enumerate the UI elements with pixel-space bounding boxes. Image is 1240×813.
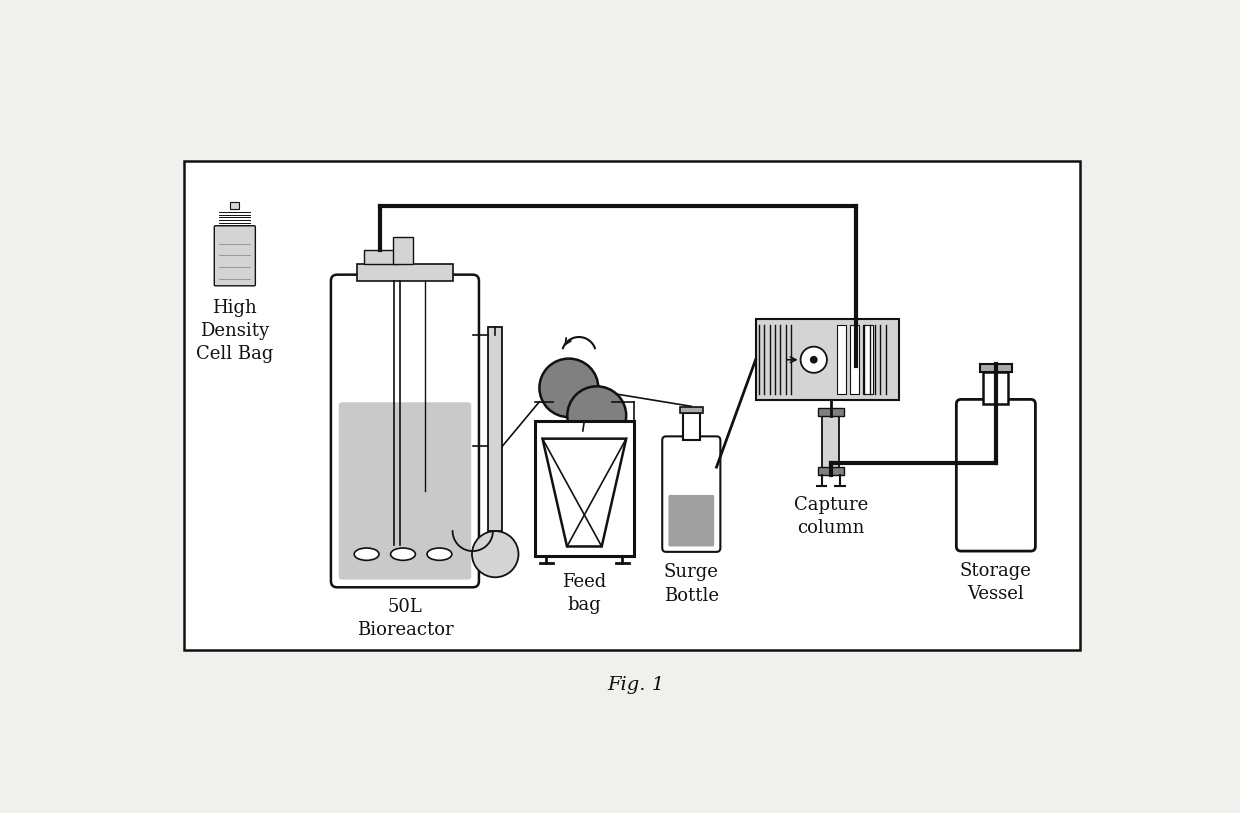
Text: column: column xyxy=(797,519,864,537)
Bar xyxy=(357,264,454,280)
Text: Capture: Capture xyxy=(794,496,868,514)
Bar xyxy=(489,327,502,531)
Bar xyxy=(185,162,1080,650)
Bar xyxy=(822,410,839,471)
Text: Storage: Storage xyxy=(960,562,1032,580)
FancyBboxPatch shape xyxy=(668,495,714,546)
Text: Cell Bag: Cell Bag xyxy=(196,345,274,363)
Bar xyxy=(534,421,634,556)
Text: Bottle: Bottle xyxy=(663,586,719,605)
Bar xyxy=(755,320,899,400)
Circle shape xyxy=(810,356,817,363)
Bar xyxy=(980,364,1012,372)
Bar xyxy=(231,202,238,209)
Ellipse shape xyxy=(391,548,415,560)
Bar xyxy=(365,250,398,264)
FancyBboxPatch shape xyxy=(956,399,1035,551)
Bar xyxy=(983,372,1008,404)
Bar xyxy=(683,413,699,440)
Text: Vessel: Vessel xyxy=(967,585,1024,603)
Bar xyxy=(393,237,413,264)
FancyBboxPatch shape xyxy=(339,402,471,580)
Bar xyxy=(863,325,873,394)
Text: bag: bag xyxy=(568,596,601,614)
FancyBboxPatch shape xyxy=(215,226,255,286)
Circle shape xyxy=(539,359,598,417)
Bar xyxy=(837,325,846,394)
Ellipse shape xyxy=(355,548,379,560)
Text: Bioreactor: Bioreactor xyxy=(357,621,454,639)
Polygon shape xyxy=(543,439,626,546)
Circle shape xyxy=(801,346,827,373)
Bar xyxy=(817,408,844,415)
Text: Fig. 1: Fig. 1 xyxy=(606,676,665,694)
Bar xyxy=(817,467,844,475)
Text: Density: Density xyxy=(201,322,269,340)
FancyBboxPatch shape xyxy=(331,275,479,587)
Text: High: High xyxy=(212,298,257,316)
Text: 50L: 50L xyxy=(388,598,423,616)
Text: Feed: Feed xyxy=(562,572,606,591)
FancyBboxPatch shape xyxy=(662,437,720,552)
Circle shape xyxy=(472,531,518,577)
Bar xyxy=(851,325,859,394)
Text: Surge: Surge xyxy=(663,563,719,581)
Bar xyxy=(680,407,703,413)
Ellipse shape xyxy=(427,548,451,560)
Circle shape xyxy=(567,386,626,445)
